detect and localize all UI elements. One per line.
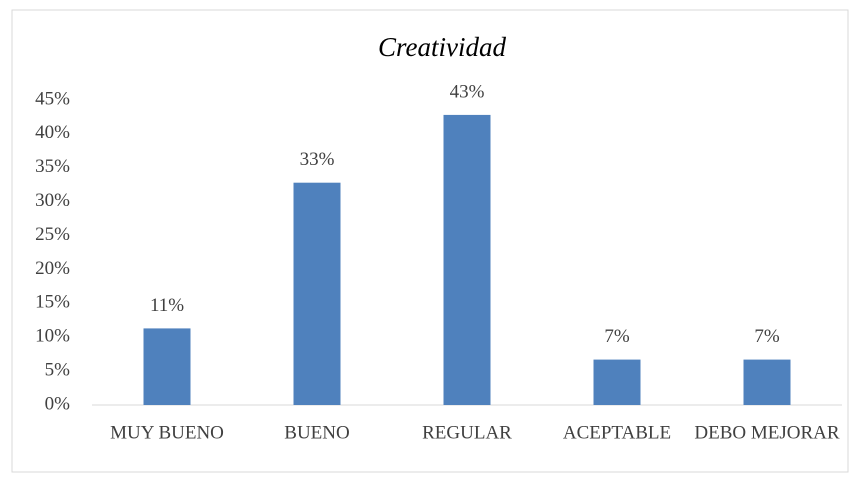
chart-title: Creatividad [378, 32, 506, 62]
x-tick-label: DEBO MEJORAR [694, 422, 839, 443]
data-label: 33% [300, 149, 335, 170]
chart-frame [11, 9, 849, 473]
y-tick-label: 10% [35, 326, 70, 347]
x-tick-label: MUY BUENO [110, 422, 224, 443]
data-label: 11% [150, 295, 184, 316]
y-tick-label: 20% [35, 258, 70, 279]
bar [293, 182, 341, 405]
data-label: 43% [450, 81, 485, 102]
y-tick-label: 45% [35, 88, 70, 109]
y-tick-label: 40% [35, 122, 70, 143]
y-tick-label: 35% [35, 156, 70, 177]
y-tick-label: 5% [45, 359, 71, 380]
bar [143, 328, 191, 405]
y-tick-label: 0% [45, 393, 71, 414]
data-label: 7% [754, 326, 780, 347]
x-tick-label: ACEPTABLE [563, 422, 671, 443]
y-tick-label: 30% [35, 190, 70, 211]
bar [443, 114, 491, 406]
y-tick-label: 25% [35, 224, 70, 245]
y-tick-label: 15% [35, 292, 70, 313]
data-label: 7% [604, 326, 630, 347]
bar [743, 359, 791, 405]
x-tick-label: REGULAR [422, 422, 512, 443]
bar [593, 359, 641, 405]
x-tick-label: BUENO [284, 422, 349, 443]
